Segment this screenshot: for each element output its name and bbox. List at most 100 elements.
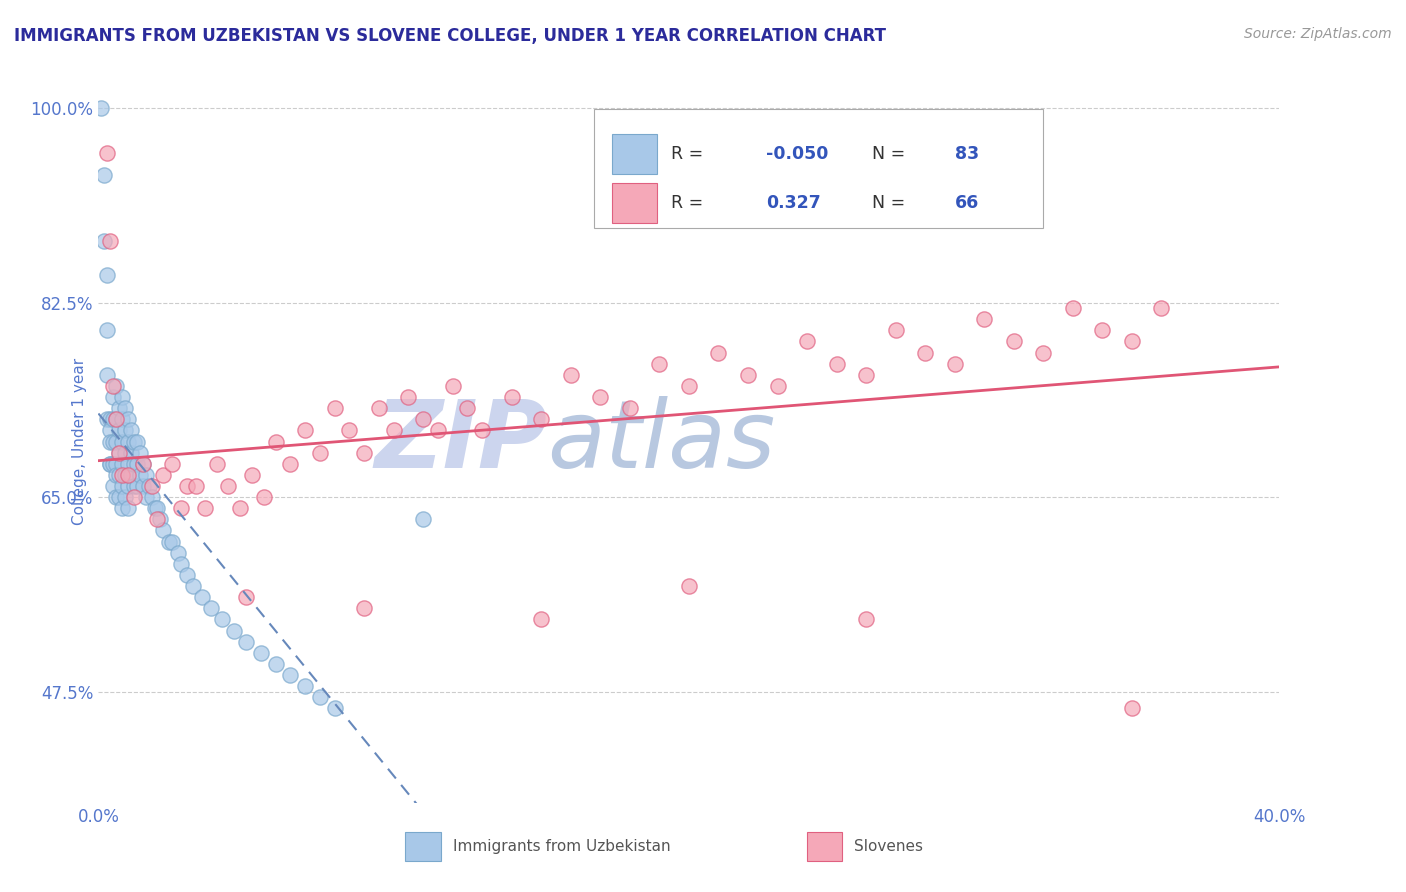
Point (90, 101, 112, 115)
Point (353, 601, 375, 615)
Point (103, 457, 125, 471)
Point (108, 445, 131, 459)
Point (737, 368, 759, 382)
Point (184, 479, 207, 493)
Point (132, 479, 155, 493)
Point (120, 467, 142, 482)
Point (125, 434, 148, 449)
Point (149, 512, 172, 526)
Point (98, 235, 121, 249)
Point (619, 401, 641, 416)
Point (162, 457, 183, 471)
Point (105, 490, 128, 504)
Point (678, 579, 700, 593)
Point (122, 457, 145, 471)
Point (105, 467, 128, 482)
Point (125, 479, 148, 493)
Point (280, 668, 302, 682)
Point (114, 401, 136, 416)
Text: 0.327: 0.327 (766, 194, 821, 212)
Point (368, 401, 391, 416)
Point (117, 412, 139, 426)
Point (412, 412, 434, 426)
Point (96, 368, 118, 382)
Point (108, 445, 131, 459)
Text: atlas: atlas (547, 396, 776, 487)
Point (170, 557, 193, 571)
Point (1121, 701, 1143, 715)
Point (105, 412, 128, 426)
Point (162, 534, 183, 549)
Point (1062, 301, 1084, 315)
Point (766, 379, 789, 393)
Point (108, 424, 131, 438)
Point (111, 390, 134, 404)
Point (122, 479, 145, 493)
Point (105, 434, 128, 449)
Point (1091, 323, 1114, 337)
Point (589, 390, 612, 404)
Point (973, 312, 995, 326)
Point (427, 424, 450, 438)
Text: -0.050: -0.050 (766, 145, 828, 163)
Point (111, 467, 134, 482)
Point (128, 445, 150, 459)
Point (108, 467, 131, 482)
Point (943, 357, 966, 371)
Point (294, 424, 316, 438)
Point (176, 479, 198, 493)
Point (122, 434, 145, 449)
Point (280, 457, 302, 471)
Point (707, 345, 730, 359)
Point (103, 412, 125, 426)
Point (111, 479, 134, 493)
Point (825, 357, 848, 371)
Point (103, 479, 125, 493)
Point (1032, 345, 1054, 359)
Point (117, 479, 139, 493)
Bar (612, 183, 657, 223)
Text: N =: N = (872, 194, 911, 212)
Point (560, 368, 582, 382)
Point (135, 467, 157, 482)
Point (111, 457, 134, 471)
Point (117, 434, 139, 449)
Point (398, 390, 420, 404)
Point (157, 534, 180, 549)
Bar (612, 134, 657, 174)
Point (111, 501, 134, 516)
Point (141, 490, 163, 504)
Point (132, 457, 155, 471)
Point (96, 412, 118, 426)
Point (111, 434, 134, 449)
Point (309, 445, 332, 459)
Point (323, 401, 346, 416)
Point (120, 445, 142, 459)
Point (382, 424, 405, 438)
Point (353, 445, 375, 459)
Point (309, 690, 332, 705)
FancyBboxPatch shape (595, 109, 1043, 228)
Point (108, 401, 131, 416)
Point (143, 501, 166, 516)
Point (114, 424, 136, 438)
Text: Source: ZipAtlas.com: Source: ZipAtlas.com (1244, 27, 1392, 41)
Point (138, 479, 160, 493)
Text: N =: N = (872, 145, 911, 163)
Point (96, 145, 118, 160)
Text: R =: R = (671, 145, 709, 163)
Point (93, 235, 115, 249)
Point (135, 490, 157, 504)
Point (211, 612, 233, 626)
Point (105, 412, 128, 426)
Y-axis label: College, Under 1 year: College, Under 1 year (72, 358, 87, 525)
Point (167, 546, 190, 560)
Point (103, 379, 125, 393)
Point (1150, 301, 1173, 315)
Point (264, 434, 287, 449)
Point (111, 412, 134, 426)
Point (98, 434, 121, 449)
Text: 83: 83 (955, 145, 979, 163)
Point (855, 612, 877, 626)
Point (501, 390, 523, 404)
